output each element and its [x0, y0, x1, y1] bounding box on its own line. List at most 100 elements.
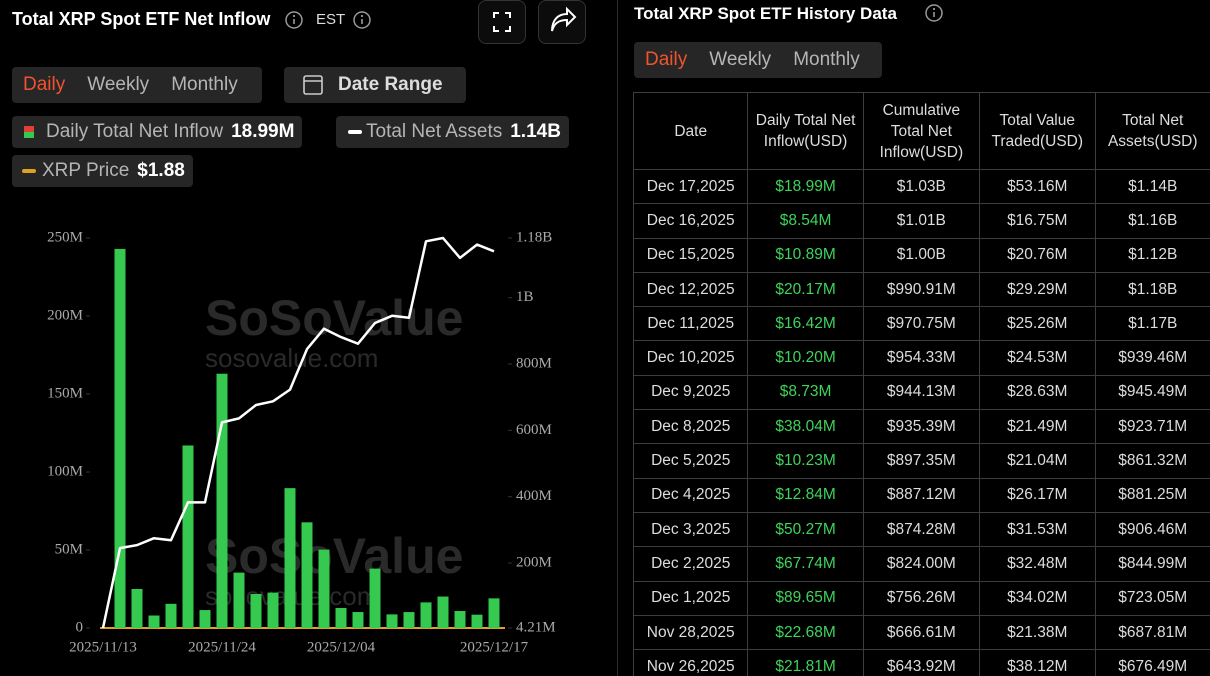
table-cell: $8.73M	[747, 374, 864, 411]
y2-tick-label: 1.18B	[516, 229, 552, 245]
table-cell: $25.26M	[978, 306, 1096, 342]
table-cell: $687.81M	[1094, 614, 1210, 651]
y2-tick-label: 4.21M	[516, 619, 556, 635]
table-cell: $923.71M	[1094, 409, 1210, 445]
watermark: SoSoValue	[205, 528, 463, 584]
history-tabs: Daily Weekly Monthly	[634, 42, 882, 78]
bar	[335, 607, 347, 628]
bar	[488, 598, 500, 628]
table-cell: Dec 16,2025	[632, 203, 749, 239]
legend-value: 18.99M	[231, 121, 295, 142]
table-cell: $53.16M	[978, 168, 1096, 205]
table-cell: Dec 8,2025	[632, 409, 749, 445]
table-cell: $21.38M	[978, 614, 1096, 651]
table-cell: $50.27M	[747, 511, 864, 548]
tab[interactable]: Monthly	[793, 49, 860, 70]
tab[interactable]: Monthly	[171, 74, 238, 95]
table-cell: $844.99M	[1094, 546, 1210, 582]
watermark-url: sosovalue.com	[205, 343, 378, 373]
bar	[114, 248, 126, 629]
legend-item[interactable]: Total Net Assets 1.14B	[336, 116, 569, 148]
bar	[199, 610, 211, 628]
tab[interactable]: Weekly	[709, 49, 772, 70]
y2-tick-label: 400M	[516, 488, 552, 504]
table-cell: Dec 4,2025	[632, 477, 749, 513]
table-row: Dec 5,2025 $10.23M $897.35M $21.04M $861.32M	[632, 443, 1210, 479]
date-range-label: Date Range	[338, 74, 443, 95]
table-cell: $22.68M	[747, 614, 864, 651]
legend-item[interactable]: Daily Total Net Inflow 18.99M	[12, 116, 303, 148]
table-row: Nov 28,2025 $22.68M $666.61M $21.38M $687.81…	[632, 614, 1210, 651]
header-row: Date Daily Total Net Inflow(USD) Cumulativ…	[632, 92, 1210, 170]
table-cell: $24.53M	[978, 340, 1096, 376]
tab[interactable]: Weekly	[87, 74, 150, 95]
table-row: Dec 10,2025 $10.20M $954.33M $24.53M $939.46…	[632, 340, 1210, 376]
table-cell: $887.12M	[862, 477, 980, 513]
y-tick-label: 150M	[47, 385, 83, 401]
table-row: Dec 4,2025 $12.84M $887.12M $26.17M $881.25M	[632, 477, 1210, 513]
table-cell: $1.18B	[1094, 271, 1210, 308]
timezone[interactable]: EST	[316, 11, 346, 28]
info-icon[interactable]	[284, 10, 304, 30]
table-row: Dec 11,2025 $16.42M $970.75M $25.26M $1.17B	[632, 306, 1210, 342]
table-cell: $16.75M	[978, 203, 1096, 239]
legend-item[interactable]: XRP Price $1.88	[12, 155, 193, 187]
history-table: Date Daily Total Net Inflow(USD) Cumulativ…	[632, 92, 1210, 676]
bar	[437, 596, 449, 628]
x-tick-label: 2025/12/17	[460, 639, 529, 655]
table-cell: $666.61M	[862, 614, 980, 651]
share-button[interactable]	[538, 0, 586, 44]
table-cell: $21.49M	[978, 409, 1096, 445]
table-cell: $1.03B	[862, 168, 980, 205]
history-title: Total XRP Spot ETF History Data	[634, 4, 897, 23]
chart-title: Total XRP Spot ETF Net Inflow	[12, 9, 271, 29]
table-cell: $31.53M	[978, 511, 1096, 548]
table-cell: $20.17M	[747, 271, 864, 308]
table-cell: Dec 1,2025	[632, 580, 749, 616]
fullscreen-button[interactable]	[478, 0, 526, 44]
table-row: Dec 8,2025 $38.04M $935.39M $21.49M $923.71M	[632, 409, 1210, 445]
table-cell: $906.46M	[1094, 511, 1210, 548]
table-cell: $1.00B	[862, 237, 980, 273]
info-icon[interactable]	[924, 3, 944, 23]
table-cell: $32.48M	[978, 546, 1096, 582]
table-cell: $954.33M	[862, 340, 980, 376]
table-cell: Dec 15,2025	[632, 237, 749, 273]
column-header: Daily Total Net Inflow(USD)	[747, 92, 864, 170]
y-tick-label: 250M	[47, 229, 83, 245]
table-cell: $21.04M	[978, 443, 1096, 479]
history-panel: Total XRP Spot ETF History Data Daily We…	[617, 0, 1210, 676]
tab[interactable]: Daily	[23, 74, 66, 95]
y2-tick-label: 200M	[516, 554, 552, 570]
info-icon[interactable]	[352, 10, 372, 30]
table-cell: $970.75M	[862, 306, 980, 342]
table-cell: $29.29M	[978, 271, 1096, 308]
table-cell: Nov 28,2025	[632, 614, 749, 651]
bar	[403, 612, 415, 628]
table-cell: $1.01B	[862, 203, 980, 239]
x-tick-label: 2025/11/24	[188, 639, 256, 655]
table-cell: Dec 10,2025	[632, 340, 749, 376]
table-cell: Dec 11,2025	[632, 306, 749, 342]
table-cell: $874.28M	[862, 511, 980, 548]
tab[interactable]: Daily	[645, 49, 688, 70]
bar	[454, 611, 466, 628]
table-cell: $861.32M	[1094, 443, 1210, 479]
legend-label: XRP Price	[42, 160, 130, 181]
date-range-button[interactable]: Date Range	[284, 67, 466, 103]
table-row: Nov 26,2025 $21.81M $643.92M $38.12M $676.49…	[632, 649, 1210, 676]
y2-tick-label: 1B	[516, 289, 534, 305]
column-header: Total Net Assets(USD)	[1094, 92, 1210, 170]
table-cell: $20.76M	[978, 237, 1096, 273]
table-cell: $21.81M	[747, 649, 864, 676]
y-tick-label: 0	[76, 619, 84, 635]
x-tick-label: 2025/12/04	[307, 639, 376, 655]
bar	[148, 615, 160, 628]
bar	[216, 373, 228, 628]
table-cell: Dec 17,2025	[632, 168, 749, 205]
bar	[352, 612, 364, 628]
table-row: Dec 2,2025 $67.74M $824.00M $32.48M $844.99M	[632, 546, 1210, 582]
table-cell: $723.05M	[1094, 580, 1210, 616]
bar	[386, 614, 398, 628]
legend-label: Daily Total Net Inflow	[46, 121, 224, 142]
